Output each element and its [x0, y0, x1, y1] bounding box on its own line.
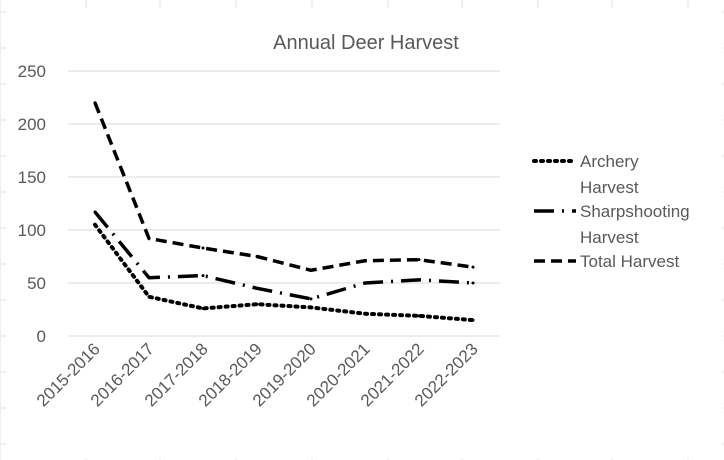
data-point — [417, 258, 421, 262]
data-point — [201, 246, 205, 250]
data-point — [201, 274, 205, 278]
series-line-0 — [93, 222, 475, 323]
y-tick-label: 0 — [37, 327, 46, 346]
legend-item[interactable]: Archery Harvest — [532, 152, 639, 197]
legend-item[interactable]: Total Harvest — [534, 252, 679, 271]
data-point — [471, 265, 475, 269]
data-point — [255, 302, 259, 306]
data-point — [363, 312, 367, 316]
chart-title: Annual Deer Harvest — [273, 32, 459, 54]
legend-label: Archery Harvest — [580, 152, 639, 197]
data-point — [255, 286, 259, 290]
data-point — [147, 276, 151, 280]
series-line-1 — [93, 210, 474, 301]
data-point — [255, 255, 259, 258]
y-tick-label: 50 — [27, 274, 46, 293]
data-point — [93, 101, 97, 105]
data-point — [93, 223, 97, 227]
data-point — [417, 278, 421, 282]
y-tick-label: 200 — [18, 115, 46, 134]
data-point — [309, 297, 313, 301]
data-point — [93, 210, 97, 214]
y-axis-tick-labels: 0 50 100 150 200 250 — [18, 62, 46, 346]
legend-label: Total Harvest — [580, 252, 679, 271]
data-point — [147, 236, 151, 240]
data-point — [363, 281, 367, 285]
y-tick-label: 250 — [18, 62, 46, 81]
legend-label: Sharpshooting Harvest — [580, 202, 690, 247]
legend[interactable]: Archery Harvest Sharpshooting Harvest Total … — [532, 152, 690, 271]
data-point — [363, 259, 367, 263]
y-tick-label: 100 — [18, 221, 46, 240]
data-point — [309, 268, 313, 272]
y-tick-label: 150 — [18, 168, 46, 187]
data-point — [471, 318, 475, 322]
legend-item[interactable]: Sharpshooting Harvest — [534, 202, 690, 247]
data-point — [417, 314, 421, 318]
data-point — [309, 305, 313, 309]
data-point — [147, 295, 151, 299]
data-point — [201, 306, 205, 310]
chart-area — [6, 8, 722, 458]
series-line-2 — [93, 102, 474, 273]
data-point — [471, 281, 475, 285]
series-lines — [93, 101, 475, 323]
